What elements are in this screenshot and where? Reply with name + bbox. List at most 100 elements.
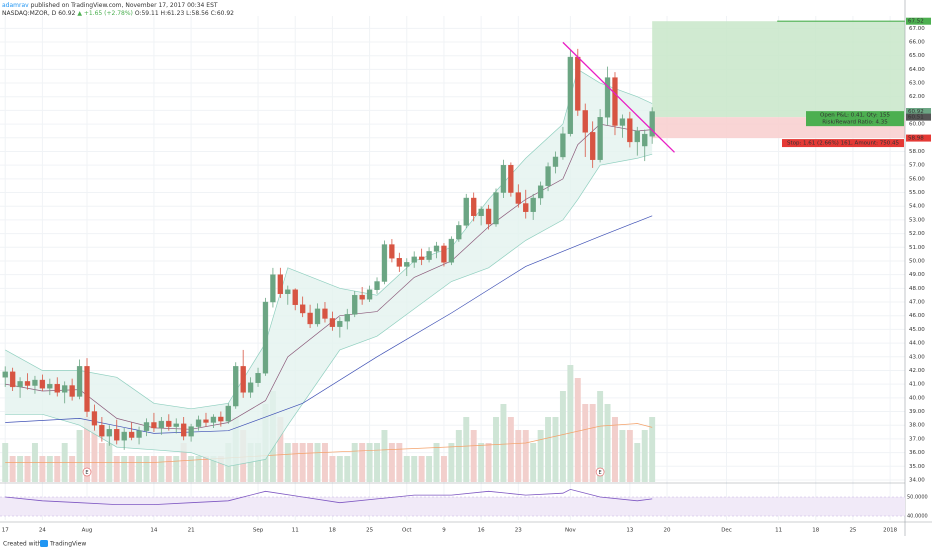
volume-bar	[91, 430, 98, 482]
candle-body	[17, 381, 23, 388]
event-marker	[82, 467, 92, 477]
volume-bar	[537, 430, 544, 482]
volume-bar	[634, 443, 641, 482]
volume-bar	[433, 443, 440, 482]
candle-body	[54, 383, 60, 393]
candle-body	[166, 420, 172, 427]
candle-body	[270, 274, 276, 303]
candle-body	[411, 256, 417, 263]
volume-bar	[54, 456, 61, 482]
volume-bar	[448, 443, 455, 482]
volume-bar	[299, 443, 306, 482]
x-tick-label: 13	[626, 528, 633, 534]
rsi-line	[5, 488, 653, 505]
price-axis-bg	[905, 0, 932, 536]
publish-line: adamrav published on TradingView.com, No…	[2, 2, 218, 9]
candle-body	[590, 132, 596, 160]
volume-bar	[292, 443, 299, 482]
candle-body	[39, 379, 46, 389]
volume-bar	[173, 456, 180, 482]
symbol-line: NASDAQ:MZOR, D 60.92 ▲ +1.65 (+2.78%) O:…	[2, 10, 234, 17]
volume-average	[5, 423, 653, 463]
candle-body	[619, 118, 626, 126]
volume-bar	[388, 443, 395, 482]
candle-body	[612, 77, 618, 126]
y-tick-label: 63.00	[909, 81, 925, 87]
volume-bar	[255, 443, 262, 482]
volume-bar	[619, 430, 626, 482]
volume-bar	[76, 430, 83, 482]
volume-bar	[507, 417, 514, 482]
candle-body	[2, 371, 8, 378]
volume-bar	[46, 456, 53, 482]
y-tick-label: 47.00	[909, 300, 925, 306]
volume-bar	[559, 391, 566, 482]
price-label: 67.52	[908, 19, 924, 25]
volume-bar	[641, 430, 648, 482]
x-tick-label: Sep	[253, 528, 264, 534]
candle-body	[84, 366, 90, 412]
candle-body	[277, 274, 284, 295]
y-tick-label: 66.00	[909, 40, 925, 46]
volume-bar	[500, 404, 507, 482]
x-tick-label: Oct	[402, 528, 412, 534]
candle-body	[114, 429, 120, 441]
last: 60.92	[58, 10, 75, 17]
footer-brand: TradingView	[49, 541, 86, 548]
y-tick-label: 55.00	[909, 190, 925, 196]
price-label-box	[906, 134, 931, 142]
volume-bar	[403, 456, 410, 482]
y-tick-label: 45.00	[909, 327, 925, 333]
candle-body	[24, 381, 31, 386]
candle-body	[344, 314, 350, 322]
volume-bar	[567, 365, 574, 482]
candle-body	[545, 166, 551, 186]
candle-body	[69, 385, 75, 397]
candle-body	[337, 320, 343, 327]
volume-bar	[455, 430, 462, 482]
candle-body	[456, 225, 462, 240]
volume-bar	[314, 443, 321, 482]
volume-bar	[113, 456, 120, 482]
candle-body	[523, 203, 529, 212]
volume-bar	[597, 391, 604, 482]
candle-body	[530, 197, 536, 212]
candle-body	[9, 371, 16, 388]
y-tick-label: 57.00	[909, 163, 925, 169]
volume-bar	[612, 417, 618, 482]
candle-body	[99, 425, 105, 437]
candle-body	[515, 192, 521, 204]
candle-body	[106, 429, 112, 437]
y-tick-label: 48.00	[909, 286, 925, 292]
y-tick-label: 51.00	[909, 245, 925, 251]
volume-bar	[411, 456, 418, 482]
price-label-box	[906, 108, 931, 116]
candle-body	[195, 419, 202, 427]
candle-body	[128, 431, 135, 438]
candle-body	[649, 111, 655, 137]
candle-body	[262, 301, 269, 374]
price-label: 60.92	[908, 109, 924, 115]
volume-bar	[203, 456, 209, 482]
candle-body	[396, 258, 402, 267]
y-tick-label: 41.00	[909, 382, 925, 388]
band-fill	[5, 69, 653, 467]
candle-body	[381, 244, 388, 282]
volume-bar	[24, 456, 31, 482]
candle-body	[285, 289, 291, 295]
candle-body	[292, 289, 298, 305]
volume-bar	[150, 456, 157, 482]
candle-body	[143, 422, 150, 431]
candle-body	[158, 420, 165, 429]
footer-created: Created with	[3, 541, 42, 548]
volume-bar	[158, 456, 165, 482]
candle-body	[485, 208, 492, 225]
rsi-pane: 50.0000 40.0000	[0, 488, 928, 520]
volume-bar	[165, 456, 172, 482]
x-tick-label: 9	[442, 528, 446, 534]
volume-bar	[440, 456, 447, 482]
band-middle	[5, 123, 653, 430]
volume-bar	[374, 443, 380, 482]
candle-body	[300, 304, 306, 314]
y-tick-label: 38.00	[909, 423, 925, 429]
